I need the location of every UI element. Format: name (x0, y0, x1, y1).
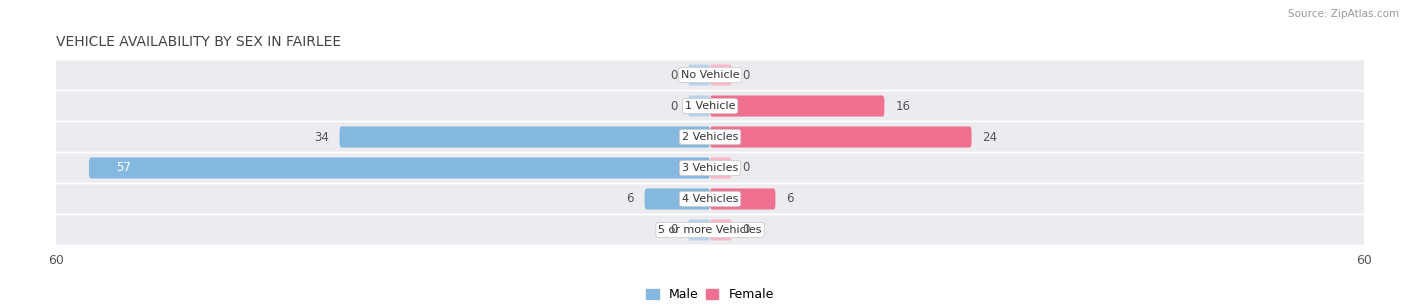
FancyBboxPatch shape (644, 188, 710, 210)
FancyBboxPatch shape (710, 127, 972, 148)
FancyBboxPatch shape (51, 60, 1369, 90)
Text: 0: 0 (671, 224, 678, 236)
Text: 4 Vehicles: 4 Vehicles (682, 194, 738, 204)
Text: VEHICLE AVAILABILITY BY SEX IN FAIRLEE: VEHICLE AVAILABILITY BY SEX IN FAIRLEE (56, 35, 342, 49)
FancyBboxPatch shape (51, 153, 1369, 183)
FancyBboxPatch shape (51, 122, 1369, 152)
Text: 0: 0 (742, 69, 749, 81)
FancyBboxPatch shape (51, 185, 1369, 214)
FancyBboxPatch shape (340, 127, 710, 148)
FancyBboxPatch shape (689, 219, 710, 241)
Text: Source: ZipAtlas.com: Source: ZipAtlas.com (1288, 9, 1399, 19)
Text: 3 Vehicles: 3 Vehicles (682, 163, 738, 173)
Text: 6: 6 (626, 192, 634, 206)
Text: 0: 0 (671, 69, 678, 81)
Text: 6: 6 (786, 192, 794, 206)
FancyBboxPatch shape (710, 95, 884, 117)
Text: 0: 0 (742, 224, 749, 236)
FancyBboxPatch shape (51, 215, 1369, 245)
Text: 57: 57 (117, 161, 131, 174)
FancyBboxPatch shape (710, 188, 776, 210)
Text: 2 Vehicles: 2 Vehicles (682, 132, 738, 142)
FancyBboxPatch shape (689, 64, 710, 86)
Text: 16: 16 (896, 99, 910, 113)
FancyBboxPatch shape (710, 219, 731, 241)
Text: 34: 34 (314, 131, 329, 144)
FancyBboxPatch shape (689, 95, 710, 117)
Legend: Male, Female: Male, Female (641, 283, 779, 305)
FancyBboxPatch shape (89, 157, 710, 178)
Text: 24: 24 (983, 131, 997, 144)
Text: No Vehicle: No Vehicle (681, 70, 740, 80)
Text: 5 or more Vehicles: 5 or more Vehicles (658, 225, 762, 235)
FancyBboxPatch shape (710, 157, 731, 178)
FancyBboxPatch shape (710, 64, 731, 86)
FancyBboxPatch shape (51, 92, 1369, 120)
Text: 0: 0 (671, 99, 678, 113)
Text: 1 Vehicle: 1 Vehicle (685, 101, 735, 111)
Text: 0: 0 (742, 161, 749, 174)
